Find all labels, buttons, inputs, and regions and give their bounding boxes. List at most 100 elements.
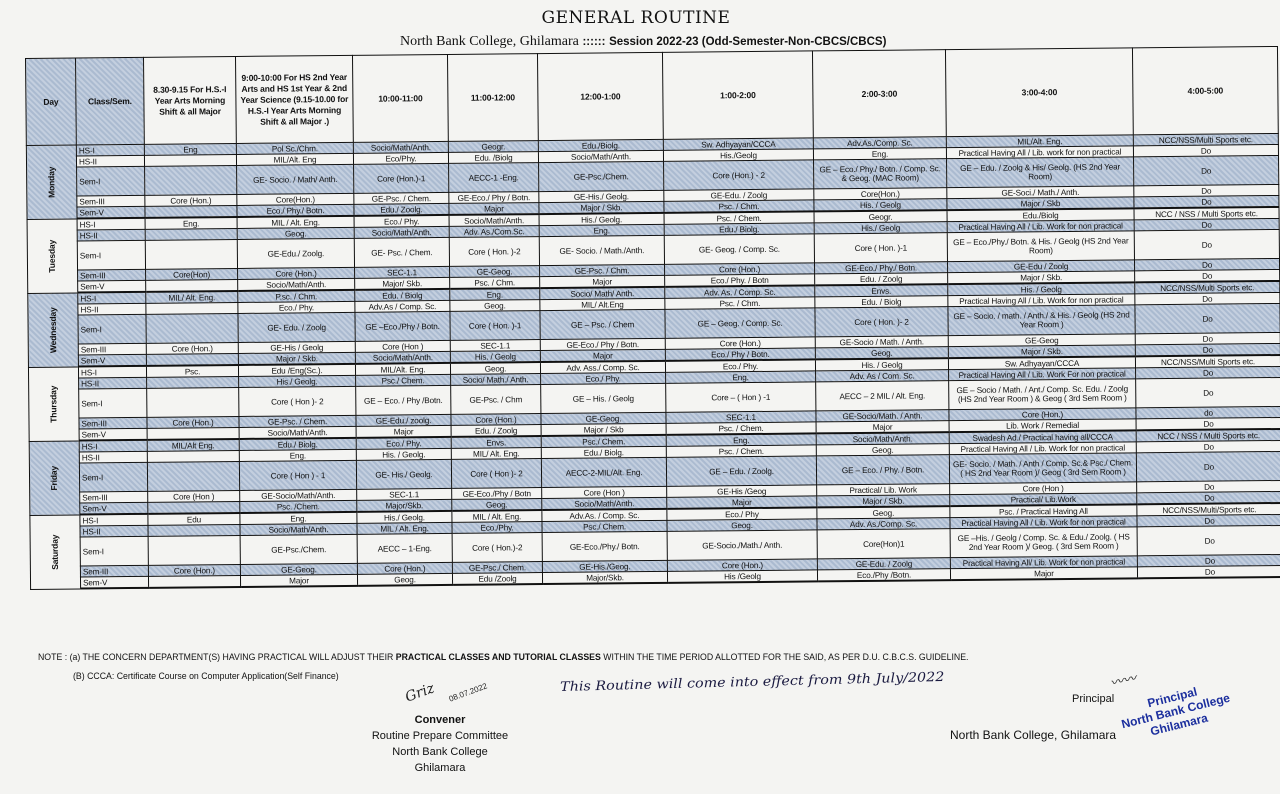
schedule-cell xyxy=(145,239,238,270)
schedule-cell: Core (Hon.) xyxy=(148,564,241,577)
schedule-cell xyxy=(146,387,239,418)
day-cell: Monday xyxy=(26,145,78,219)
schedule-cell: MIL/ Alt. Eng. xyxy=(451,447,542,460)
principal-college: North Bank College, Ghilamara xyxy=(950,728,1117,742)
schedule-cell: His. / Geolg. xyxy=(356,448,452,461)
class-cell: Sem-V xyxy=(79,428,148,441)
class-cell: HS-II xyxy=(79,525,149,537)
schedule-cell: SEC-1.1 xyxy=(450,339,541,352)
class-cell: Sem-III xyxy=(80,565,149,577)
schedule-cell: MIL / Alt. Eng. xyxy=(451,510,542,523)
class-cell: HS-II xyxy=(77,303,146,316)
schedule-cell: Major xyxy=(950,566,1138,581)
column-header: 10:00-11:00 xyxy=(352,54,449,143)
schedule-cell: GE – His. / Geolg xyxy=(540,383,666,414)
column-header: 9:00-10:00 For HS 2nd Year Arts and HS 1… xyxy=(235,55,354,144)
schedule-cell: His. / Geolg xyxy=(450,350,541,363)
day-cell: Saturday xyxy=(29,514,81,589)
day-label: Saturday xyxy=(49,534,60,570)
day-label: Wednesday xyxy=(47,306,59,353)
routine-table: Day Class/Sem. 8.30-9.15 For H.S.-I Year A… xyxy=(25,46,1280,590)
class-cell: Sem-V xyxy=(76,206,146,219)
schedule-cell: Core(Hon)1 xyxy=(817,528,951,559)
class-cell: HS-II xyxy=(76,155,145,168)
note-a: NOTE : (a) THE CONCERN DEPARTMENT(S) HAV… xyxy=(38,652,968,663)
schedule-cell: SEC-1.1 xyxy=(356,488,452,501)
schedule-cell: GE – Eco./Phy./ Botn. & His. / Geolg (HS… xyxy=(947,230,1135,262)
schedule-cell: GE-Psc./ Chem. xyxy=(452,561,543,574)
schedule-cell: Eco./ Phy. xyxy=(354,214,450,228)
schedule-cell: Core (Hon.)-1 xyxy=(353,163,449,194)
schedule-cell: MIL/ Alt. Eng. xyxy=(145,290,238,304)
college-name: North Bank College, Ghilamara xyxy=(400,34,579,49)
schedule-cell: Major xyxy=(448,202,540,215)
schedule-cell: MIL/Alt Eng. xyxy=(147,438,240,452)
schedule-cell: Core ( Hon )- 2 xyxy=(451,458,542,489)
convener-line2: North Bank College xyxy=(392,746,488,758)
schedule-cell: Eco./ Phy. xyxy=(356,436,452,450)
schedule-cell xyxy=(145,228,238,241)
schedule-cell: Geogr. xyxy=(448,140,539,153)
schedule-cell: Socio/Math/Anth. xyxy=(353,141,449,154)
schedule-cell: Do xyxy=(1136,451,1280,482)
schedule-cell: Socio/Math/Anth. xyxy=(449,214,540,227)
schedule-cell: Core (Hon.) xyxy=(146,416,240,429)
page-title: GENERAL ROUTINE xyxy=(541,8,731,28)
schedule-cell: Edu. / Biolg xyxy=(354,288,450,302)
schedule-cell xyxy=(145,313,239,344)
schedule-cell: Core(Hon) xyxy=(145,268,238,281)
principal-stamp: Principal North Bank College Ghilamara xyxy=(1117,677,1235,745)
schedule-cell: GE – Socio. / math. / Anth./ & His. / Ge… xyxy=(947,304,1136,336)
schedule-cell: GE- Psc. / Chem. xyxy=(354,237,450,268)
schedule-cell: Geog. xyxy=(450,362,541,375)
schedule-cell: His./ Geolg. xyxy=(356,510,452,524)
schedule-cell: Do xyxy=(1135,377,1280,408)
column-header: 12:00-1:00 xyxy=(537,52,664,141)
schedule-cell: Psc./ Chem. xyxy=(355,374,451,387)
schedule-cell: Eng. xyxy=(449,288,540,301)
schedule-cell: GE-Eco./ Phy / Botn. xyxy=(448,191,539,204)
principal-label: Principal xyxy=(1072,693,1115,705)
column-header: 3:00-4:00 xyxy=(945,47,1134,137)
convener-title: Convener xyxy=(414,714,466,726)
schedule-cell xyxy=(148,535,241,566)
schedule-cell: Socio/Math/Anth. xyxy=(354,226,450,239)
schedule-cell: Core (Hon.) - 2 xyxy=(663,159,814,191)
schedule-cell: GE – Eco./ Phy./ Botn. / Comp. Sc. & Geo… xyxy=(813,158,947,189)
handwritten-effective-note: This Routine will come into effect from … xyxy=(560,669,945,695)
header-row: Day Class/Sem. 8.30-9.15 For H.S.-I Year A… xyxy=(25,46,1279,146)
convener-signature-date: 08.07.2022 xyxy=(447,681,489,704)
schedule-cell: Major/Skb. xyxy=(356,499,452,512)
schedule-cell: Major xyxy=(240,574,358,587)
schedule-cell: AECC-2-MIL/Alt. Eng. xyxy=(541,457,667,488)
schedule-cell: GE- Socio. / Math/ Anth. xyxy=(236,164,354,195)
class-cell: Sem-V xyxy=(79,502,148,515)
schedule-cell: GE-Socio./Math./ Anth. xyxy=(667,529,818,561)
schedule-cell: Core ( Hon )- 2 xyxy=(238,386,356,417)
day-label: Thursday xyxy=(48,385,59,423)
schedule-cell: GE – Psc. / Chem xyxy=(539,309,666,340)
schedule-cell: Core ( Hon. )-1 xyxy=(814,232,948,263)
schedule-cell: GE – Eco. / Phy. / Botn. xyxy=(816,454,950,485)
schedule-cell: Eco/Phy. xyxy=(353,152,449,165)
schedule-cell: Socio/Math/Anth. xyxy=(355,351,451,364)
class-cell: HS-I xyxy=(76,144,145,157)
separator: :::::: xyxy=(582,36,606,48)
schedule-cell: GE-Geog. xyxy=(449,265,540,278)
note-a-prefix: NOTE : (a) THE CONCERN DEPARTMENT(S) HAV… xyxy=(38,652,396,663)
schedule-cell xyxy=(147,450,240,463)
class-cell: Sem-III xyxy=(78,343,147,356)
class-cell: HS-I xyxy=(77,291,146,305)
session-label: Session 2022-23 (Odd-Semester-Non-CBCS/C… xyxy=(609,36,887,48)
schedule-cell: GE- Edu. / Zoolg xyxy=(237,312,356,343)
column-header: 11:00-12:00 xyxy=(447,53,539,142)
schedule-cell: AECC – 2 MIL / Alt. Eng. xyxy=(815,380,949,411)
day-cell: Tuesday xyxy=(27,218,78,293)
schedule-cell: Geog. xyxy=(357,573,453,586)
class-cell: Sem-V xyxy=(80,576,149,589)
schedule-cell: Adv.As / Comp. Sc. xyxy=(354,300,450,313)
schedule-cell: Psc. xyxy=(146,364,239,378)
schedule-cell xyxy=(146,353,239,366)
schedule-cell: Socio/ Math./ Anth. xyxy=(450,373,541,386)
class-cell: HS-II xyxy=(78,377,147,389)
